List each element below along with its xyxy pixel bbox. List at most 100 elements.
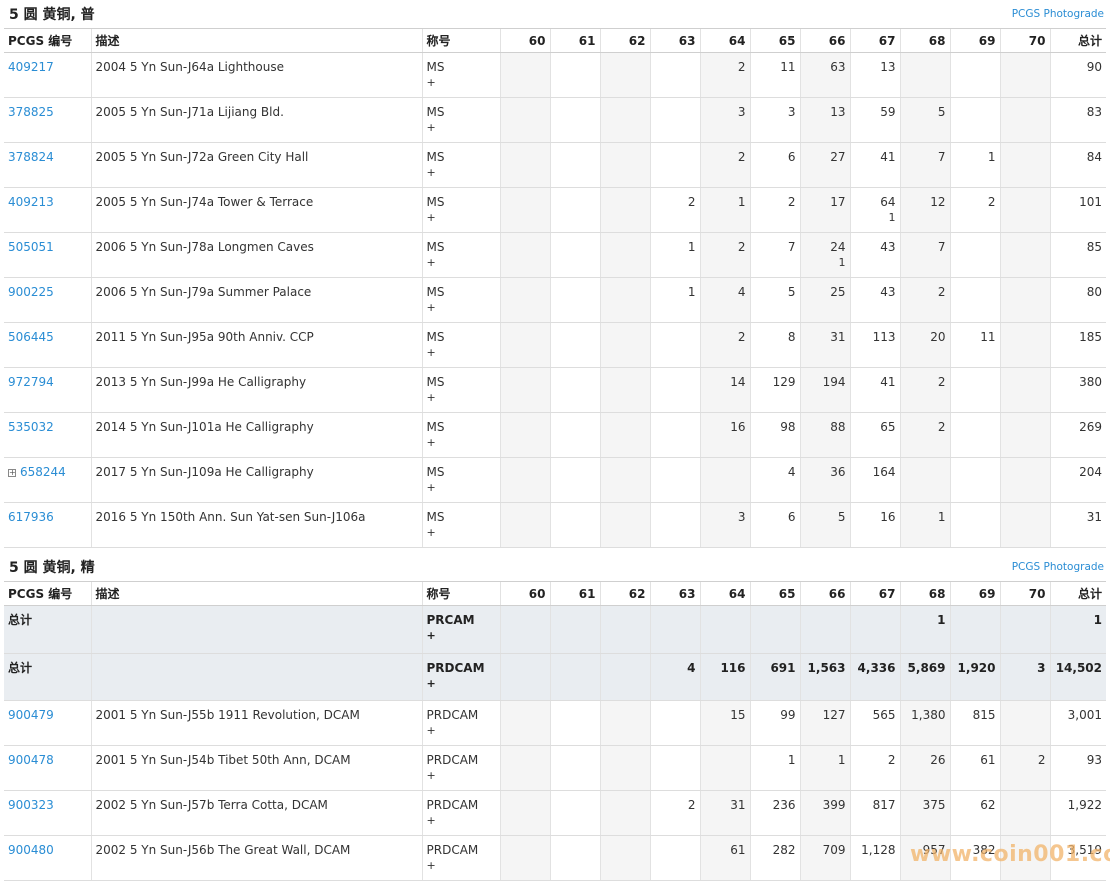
designation-label: MS — [426, 105, 445, 119]
total-count: 269 — [1079, 420, 1102, 434]
grade-cell-60 — [499, 322, 550, 368]
total-count: 185 — [1079, 330, 1102, 344]
grade-cell-63 — [649, 835, 700, 881]
grade-cell-68: 7 — [899, 232, 950, 278]
pcgs-number-link[interactable]: 378825 — [8, 105, 54, 119]
grade-cell-68 — [899, 457, 950, 503]
pcgs-number-link[interactable]: 900480 — [8, 843, 54, 857]
coin-description: 2001 5 Yn Sun-J55b 1911 Revolution, DCAM — [95, 708, 360, 722]
pcgs-id-cell: 409217 — [4, 52, 91, 98]
grade-cell-69 — [949, 232, 1000, 278]
pcgs-number-link[interactable]: 409217 — [8, 60, 54, 74]
total-cell: 1,922 — [1049, 790, 1106, 836]
grade-cell-63 — [649, 605, 700, 654]
pcgs-id-cell: +658244 — [4, 457, 91, 503]
grade-cell-63: 1 — [649, 277, 700, 323]
grade-count: 1 — [687, 240, 696, 254]
pcgs-id-cell: 506445 — [4, 322, 91, 368]
grade-cell-67: 164 — [849, 457, 900, 503]
table-row: 506445 2011 5 Yn Sun-J95a 90th Anniv. CCP… — [4, 322, 1106, 368]
grade-cell-68: 12 — [899, 187, 950, 233]
grade-cell-67: 113 — [849, 322, 900, 368]
grade-cell-61 — [549, 232, 600, 278]
grade-count: 5 — [937, 105, 946, 119]
coin-description: 2016 5 Yn 150th Ann. Sun Yat-sen Sun-J10… — [95, 510, 366, 524]
grade-cell-63 — [649, 700, 700, 746]
section-brass-proof: 5 圆 黄铜, 精 PCGS Photograde PCGS 编号 描述 称号 60 6… — [4, 553, 1106, 881]
grade-count: 25 — [830, 285, 846, 299]
total-count: 380 — [1079, 375, 1102, 389]
grade-cell-65: 11 — [749, 52, 800, 98]
pcgs-number-link[interactable]: 658244 — [20, 465, 66, 479]
grade-count: 13 — [880, 60, 896, 74]
designation-label: PRDCAM — [426, 661, 485, 675]
pcgs-number-link[interactable]: 900323 — [8, 798, 54, 812]
grade-cell-61 — [549, 142, 600, 188]
grade-cell-62 — [599, 653, 650, 701]
grade-cell-70 — [999, 605, 1050, 654]
pcgs-photograde-link[interactable]: PCGS Photograde — [1011, 8, 1104, 20]
pcgs-photograde-link[interactable]: PCGS Photograde — [1011, 561, 1104, 573]
grade-cell-69 — [949, 52, 1000, 98]
summary-desc-cell — [90, 605, 422, 654]
col-header-grade-69: 69 — [949, 581, 1000, 606]
grade-cell-62 — [599, 700, 650, 746]
col-header-total: 总计 — [1049, 28, 1106, 53]
table-row: 409217 2004 5 Yn Sun-J64a Lighthouse MS +2 1… — [4, 52, 1106, 98]
pcgs-number-link[interactable]: 409213 — [8, 195, 54, 209]
grade-cell-62 — [599, 835, 650, 881]
grade-cell-61 — [549, 187, 600, 233]
grade-cell-60 — [499, 790, 550, 836]
designation-cell: MS + — [421, 277, 500, 323]
pcgs-number-link[interactable]: 900478 — [8, 753, 54, 767]
plus-designation: + — [426, 76, 436, 89]
grade-count: 61 — [980, 753, 996, 767]
grade-plus-count: 1 — [888, 211, 896, 224]
summary-label-cell: 总计 — [4, 605, 91, 654]
grade-cell-66: 1 — [799, 745, 850, 791]
plus-designation: + — [426, 629, 436, 642]
designation-cell: MS + — [421, 52, 500, 98]
total-cell: 380 — [1049, 367, 1106, 413]
col-header-description: 描述 — [90, 28, 422, 53]
pcgs-id-cell: 378824 — [4, 142, 91, 188]
col-header-grade-62: 62 — [599, 28, 650, 53]
grade-cell-64: 4 — [699, 277, 750, 323]
grade-count: 24 — [830, 240, 846, 254]
pcgs-number-link[interactable]: 506445 — [8, 330, 54, 344]
grade-cell-62 — [599, 232, 650, 278]
col-header-grade-67: 67 — [849, 581, 900, 606]
total-count: 80 — [1086, 285, 1102, 299]
grade-count: 63 — [830, 60, 846, 74]
plus-designation: + — [426, 436, 436, 449]
grade-cell-61 — [549, 97, 600, 143]
designation-label: PRDCAM — [426, 843, 479, 857]
grade-count: 2 — [737, 150, 746, 164]
grade-count: 65 — [880, 420, 896, 434]
designation-label: PRCAM — [426, 613, 475, 627]
designation-label: PRDCAM — [426, 753, 479, 767]
grade-cell-65: 282 — [749, 835, 800, 881]
grade-count: 36 — [830, 465, 846, 479]
grade-cell-61 — [549, 653, 600, 701]
plus-designation: + — [426, 814, 436, 827]
col-header-pcgs-id: PCGS 编号 — [4, 581, 91, 606]
grade-cell-60 — [499, 412, 550, 458]
expand-plus-icon[interactable]: + — [8, 468, 16, 477]
coin-description: 2005 5 Yn Sun-J71a Lijiang Bld. — [95, 105, 284, 119]
grade-count: 4,336 — [857, 661, 896, 675]
grade-count: 1,920 — [957, 661, 996, 675]
pcgs-number-link[interactable]: 505051 — [8, 240, 54, 254]
pcgs-number-link[interactable]: 900479 — [8, 708, 54, 722]
pcgs-number-link[interactable]: 378824 — [8, 150, 54, 164]
pcgs-number-link[interactable]: 617936 — [8, 510, 54, 524]
grade-plus-count: 1 — [838, 256, 846, 269]
grade-cell-68: 375 — [899, 790, 950, 836]
grade-count: 1,563 — [807, 661, 846, 675]
pcgs-number-link[interactable]: 900225 — [8, 285, 54, 299]
col-header-grade-64: 64 — [699, 581, 750, 606]
pcgs-number-link[interactable]: 972794 — [8, 375, 54, 389]
pcgs-number-link[interactable]: 535032 — [8, 420, 54, 434]
grade-cell-60 — [499, 700, 550, 746]
grade-cell-60 — [499, 232, 550, 278]
